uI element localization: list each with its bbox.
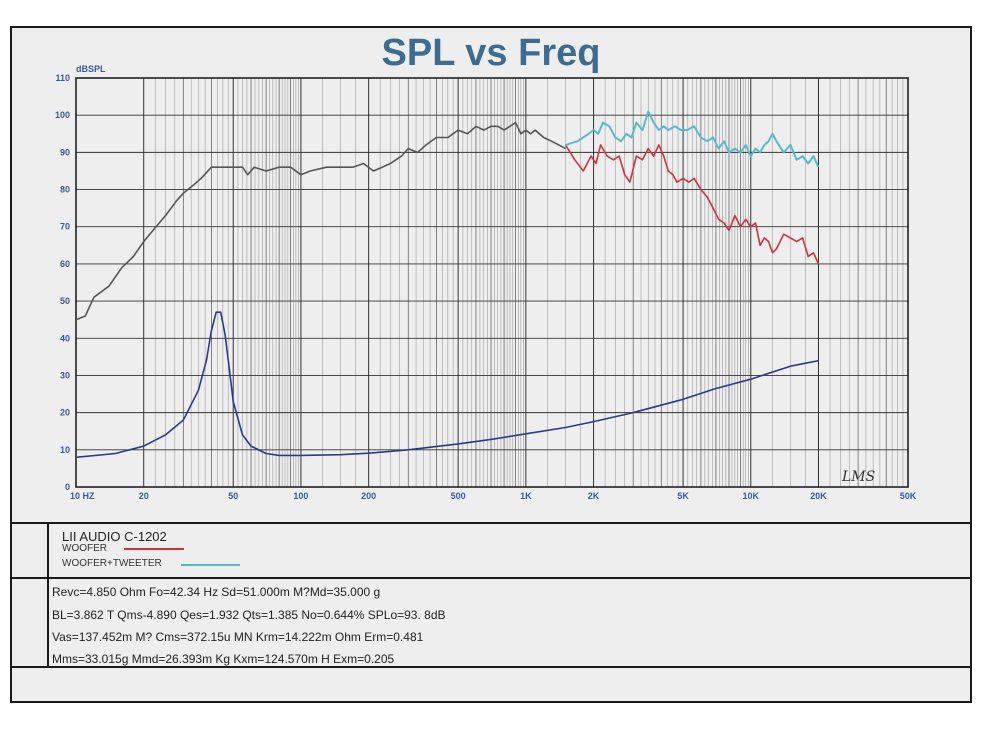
y-tick-label: 70 [60,222,70,232]
divider [12,666,972,668]
param-row: BL=3.862 T Qms-4.890 Qes=1.932 Qts=1.385… [52,608,446,622]
y-tick-label: 90 [60,147,70,157]
y-tick-label: 30 [60,370,70,380]
y-tick-label: 50 [60,296,70,306]
x-tick-label: 10 HZ [70,491,95,501]
x-tick-label: 50K [900,491,917,501]
x-tick-label: 100 [293,491,308,501]
x-tick-label: 2K [588,491,600,501]
y-tick-label: 20 [60,408,70,418]
y-tick-label: 40 [60,333,70,343]
y-tick-label: 110 [55,73,70,83]
x-tick-label: 50 [228,491,238,501]
divider [12,577,972,579]
series-line-woofer [564,144,820,265]
legend-item-woofer-tweeter: WOOFER+TWEETER [62,558,162,569]
y-tick-label: 60 [60,259,70,269]
x-tick-label: 1K [520,491,532,501]
model-title: LII AUDIO C-1202 [62,529,167,544]
y-tick-label: 0 [65,482,70,492]
y-tick-label: 80 [60,185,70,195]
param-row: Vas=137.452m M? Cms=372.15u MN Krm=14.22… [52,630,424,644]
x-tick-label: 200 [361,491,376,501]
tick-labels: 0 10 20 30 40 50 60 70 80 90 100 110 10 HZ 20 50 100 200… [55,73,917,501]
series-line-curve-0 [75,121,566,321]
x-tick-label: 20K [810,491,827,501]
legend-item-woofer: WOOFER [62,543,107,554]
divider [47,524,49,667]
x-tick-label: 20 [139,491,149,501]
y-tick-label: 10 [60,445,70,455]
chart-title: SPL vs Freq [382,32,601,74]
plot-area-border [75,77,909,488]
x-tick-label: 500 [451,491,466,501]
y-tick-label: 100 [55,110,70,120]
divider [12,522,972,524]
param-row: Mms=33.015g Mmd=26.393m Kg Kxm=124.570m … [52,652,395,666]
y-axis-label: dBSPL [76,64,106,74]
series-line-woofer-tweeter [565,110,820,168]
signature: LMS [841,469,875,485]
series-lines [75,110,820,459]
x-tick-label: 5K [677,491,689,501]
x-tick-label: 10K [743,491,760,501]
param-row: Revc=4.850 Ohm Fo=42.34 Hz Sd=51.000m M?… [52,585,381,599]
series-line-curve-3 [75,311,819,459]
